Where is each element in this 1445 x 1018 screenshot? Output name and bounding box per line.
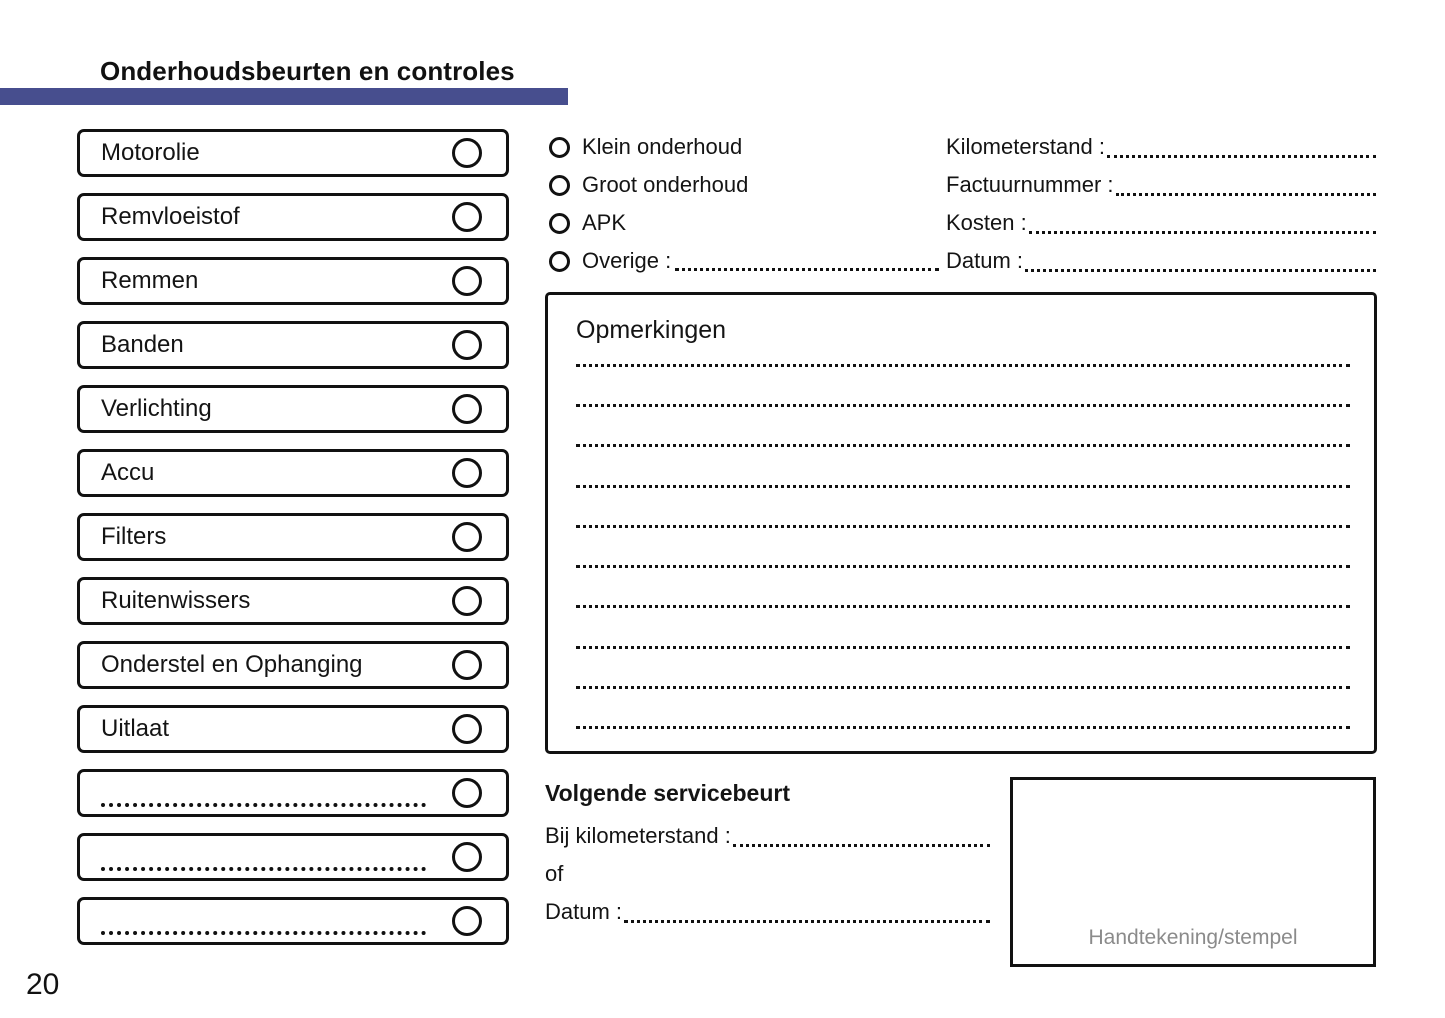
invoice-field-row[interactable]: Factuurnummer : [946, 166, 1376, 204]
checklist-check-circle-icon[interactable] [452, 778, 482, 808]
invoice-field-input[interactable] [1025, 266, 1376, 272]
checklist-row[interactable]: Motorolie [77, 129, 509, 177]
page-number: 20 [26, 968, 60, 1001]
remarks-line[interactable] [576, 564, 1350, 569]
checklist-row[interactable]: Uitlaat [77, 705, 509, 753]
service-type-row[interactable]: APK [549, 204, 939, 242]
next-service-date-field[interactable] [624, 917, 990, 923]
checklist-check-circle-icon[interactable] [452, 458, 482, 488]
remarks-line[interactable] [576, 725, 1350, 729]
checklist-check-circle-icon[interactable] [452, 138, 482, 168]
next-service-date-label: Datum : [545, 899, 623, 924]
checklist-row[interactable] [77, 833, 509, 881]
checklist-check-circle-icon[interactable] [452, 330, 482, 360]
invoice-field-input[interactable] [1106, 152, 1376, 158]
checklist-check-circle-icon[interactable] [452, 650, 482, 680]
radio-circle-icon[interactable] [549, 250, 570, 272]
remarks-writing-lines [576, 363, 1350, 729]
checklist-item-label: Accu [101, 459, 155, 486]
remarks-line[interactable] [576, 363, 1350, 367]
remarks-line[interactable] [576, 604, 1350, 609]
checklist-check-circle-icon[interactable] [452, 586, 482, 616]
service-type-group: Klein onderhoud Groot onderhoud APK Overige… [549, 128, 939, 280]
remarks-box[interactable]: Opmerkingen [545, 292, 1377, 754]
checklist-row[interactable]: Ruitenwissers [77, 577, 509, 625]
checklist-row[interactable] [77, 897, 509, 945]
checklist-item-label: Banden [101, 331, 184, 358]
next-service-km-row[interactable]: Bij kilometerstand : [545, 817, 990, 855]
radio-circle-icon[interactable] [549, 174, 570, 196]
signature-caption: Handtekening/stempel [1088, 926, 1298, 949]
remarks-line[interactable] [576, 645, 1350, 649]
checklist-item-label: Motorolie [101, 139, 200, 166]
remarks-line[interactable] [576, 524, 1350, 528]
invoice-field-input[interactable] [1115, 190, 1376, 196]
page-title: Onderhoudsbeurten en controles [100, 56, 515, 86]
checklist-item-label: Ruitenwissers [101, 587, 251, 614]
checklist-check-circle-icon[interactable] [452, 522, 482, 552]
invoice-field-row[interactable]: Kilometerstand : [946, 128, 1376, 166]
checklist-check-circle-icon[interactable] [452, 266, 482, 296]
checklist-row[interactable]: Verlichting [77, 385, 509, 433]
checklist-item-label: Filters [101, 523, 167, 550]
remarks-line[interactable] [576, 685, 1350, 689]
checklist-check-circle-icon[interactable] [452, 714, 482, 744]
checklist-check-circle-icon[interactable] [452, 394, 482, 424]
checklist-row[interactable]: Accu [77, 449, 509, 497]
service-type-label: APK [582, 210, 627, 235]
service-type-label: Groot onderhoud [582, 172, 749, 197]
radio-circle-icon[interactable] [549, 212, 570, 234]
radio-circle-icon[interactable] [549, 136, 570, 158]
next-service-title: Volgende servicebeurt [545, 780, 790, 806]
remarks-line[interactable] [576, 403, 1350, 408]
checklist-check-circle-icon[interactable] [452, 842, 482, 872]
next-service-section: Volgende servicebeurt Bij kilometerstand… [545, 780, 990, 931]
inspection-checklist: Motorolie Remvloeistof Remmen Banden Verlich… [77, 129, 509, 961]
checklist-item-label: Onderstel en Ophanging [101, 651, 363, 678]
next-service-or-label: of [545, 861, 564, 886]
checklist-row[interactable]: Onderstel en Ophanging [77, 641, 509, 689]
checklist-row[interactable]: Remvloeistof [77, 193, 509, 241]
service-type-row[interactable]: Overige : [549, 242, 939, 280]
checklist-row[interactable]: Banden [77, 321, 509, 369]
invoice-fields-group: Kilometerstand : Factuurnummer : Kosten : D… [946, 128, 1376, 280]
service-type-label: Overige : [582, 248, 672, 273]
next-service-km-label: Bij kilometerstand : [545, 823, 731, 848]
next-service-date-row[interactable]: Datum : [545, 893, 990, 931]
checklist-row[interactable] [77, 769, 509, 817]
service-type-row[interactable]: Klein onderhoud [549, 128, 939, 166]
invoice-field-label: Kilometerstand : [946, 134, 1105, 159]
invoice-field-label: Datum : [946, 248, 1024, 273]
next-service-km-field[interactable] [732, 841, 990, 847]
checklist-check-circle-icon[interactable] [452, 906, 482, 936]
checklist-row[interactable]: Filters [77, 513, 509, 561]
title-underline-rule [0, 88, 568, 105]
checklist-custom-entry-field[interactable] [101, 929, 426, 935]
checklist-item-label: Remmen [101, 267, 199, 294]
checklist-row[interactable]: Remmen [77, 257, 509, 305]
invoice-field-input[interactable] [1028, 228, 1376, 234]
invoice-field-row[interactable]: Kosten : [946, 204, 1376, 242]
invoice-field-row[interactable]: Datum : [946, 242, 1376, 280]
checklist-item-label: Uitlaat [101, 715, 170, 742]
remarks-line[interactable] [576, 484, 1350, 488]
signature-stamp-box[interactable]: Handtekening/stempel [1010, 777, 1376, 967]
checklist-check-circle-icon[interactable] [452, 202, 482, 232]
service-type-row[interactable]: Groot onderhoud [549, 166, 939, 204]
checklist-custom-entry-field[interactable] [101, 801, 426, 807]
checklist-item-label: Verlichting [101, 395, 212, 422]
checklist-custom-entry-field[interactable] [101, 865, 426, 871]
checklist-item-label: Remvloeistof [101, 203, 240, 230]
service-type-other-field[interactable] [675, 265, 939, 271]
remarks-line[interactable] [576, 443, 1350, 448]
remarks-title: Opmerkingen [576, 316, 727, 344]
invoice-field-label: Factuurnummer : [946, 172, 1114, 197]
invoice-field-label: Kosten : [946, 210, 1027, 235]
service-type-label: Klein onderhoud [582, 134, 743, 159]
